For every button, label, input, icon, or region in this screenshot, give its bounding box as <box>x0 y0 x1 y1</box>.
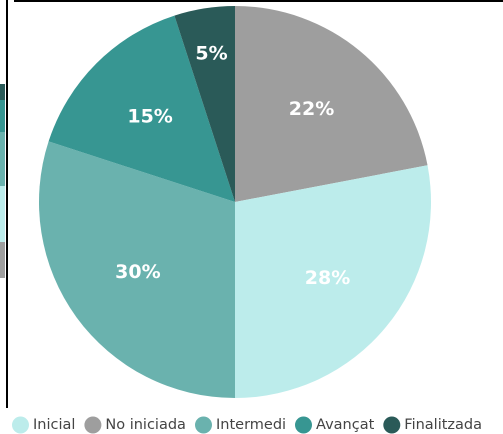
legend-label: Inicial <box>33 417 75 433</box>
legend-swatch <box>84 416 102 434</box>
left-border-line <box>6 0 8 408</box>
legend-item-inicial: Inicial <box>12 416 75 434</box>
legend-label: No iniciada <box>105 417 186 433</box>
legend-swatch <box>195 416 212 434</box>
pie-slice-no-iniciada <box>235 5 428 202</box>
left-edge-strip-gray <box>0 242 5 278</box>
pie-data-labels: 22% 28% 30% 15% 5% <box>115 42 350 289</box>
left-edge-strip-mid <box>0 132 5 186</box>
legend-swatch <box>383 416 401 434</box>
left-edge-strip-light <box>0 186 5 242</box>
legend: Inicial No iniciada Intermedi Avançat Finali… <box>12 416 482 434</box>
top-border-line <box>14 0 503 2</box>
legend-item-intermedi: Intermedi <box>195 416 286 434</box>
pie-slice-intermedi <box>38 141 235 398</box>
legend-label: Intermedi <box>216 417 286 433</box>
left-edge-strip-dark <box>0 84 5 100</box>
data-label-no-iniciada: 22% <box>289 98 334 120</box>
data-label-finalitzada: 5% <box>195 42 227 64</box>
pie-slice-finalitzada <box>174 5 235 202</box>
pie-slice-inicial <box>235 165 432 398</box>
legend-swatch <box>12 416 29 434</box>
legend-item-finalitzada: Finalitzada <box>383 416 482 434</box>
pie-slice-avan-at <box>48 15 236 203</box>
data-label-inicial: 28% <box>305 267 350 289</box>
legend-label: Finalitzada <box>404 417 482 433</box>
legend-item-no-iniciada: No iniciada <box>84 416 186 434</box>
left-edge-strip-teal <box>0 100 5 132</box>
legend-swatch <box>295 416 312 434</box>
legend-item-avan-at: Avançat <box>295 416 375 434</box>
data-label-avan-at: 15% <box>127 106 172 128</box>
legend-label: Avançat <box>316 417 375 433</box>
data-label-intermedi: 30% <box>115 261 160 283</box>
pie-slices <box>38 5 432 398</box>
